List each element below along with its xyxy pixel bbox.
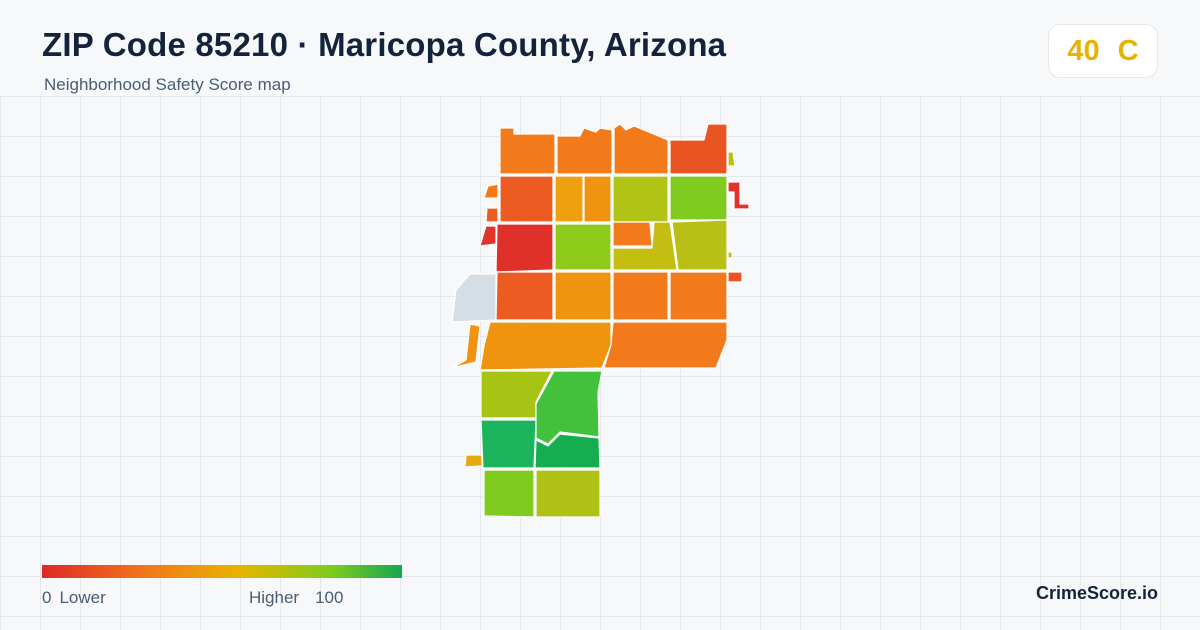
map-region[interactable]	[612, 175, 669, 223]
map-region[interactable]	[464, 454, 483, 468]
safety-score-badge: 40 C	[1048, 24, 1158, 78]
map-region[interactable]	[727, 151, 736, 167]
map-region[interactable]	[534, 433, 601, 469]
legend-min-text: Lower	[59, 588, 106, 607]
map-region[interactable]	[669, 175, 728, 221]
map-region[interactable]	[727, 181, 750, 210]
map-region[interactable]	[495, 223, 554, 273]
map-region[interactable]	[479, 225, 497, 247]
map-region[interactable]	[671, 219, 728, 271]
map-region[interactable]	[669, 271, 728, 321]
brand-logo-text[interactable]: CrimeScore.io	[1036, 583, 1159, 603]
map-region[interactable]	[727, 251, 733, 259]
legend-gradient-bar	[42, 565, 402, 578]
map-region[interactable]	[483, 469, 535, 518]
map-region[interactable]	[556, 127, 613, 175]
map-region[interactable]	[483, 183, 499, 199]
score-grade: C	[1117, 34, 1139, 67]
header-bar: ZIP Code 85210 · Maricopa County, Arizon…	[0, 0, 1200, 96]
map-region[interactable]	[499, 127, 556, 175]
map-region[interactable]	[499, 175, 554, 223]
map-region[interactable]	[479, 321, 612, 371]
map-region[interactable]	[554, 175, 584, 223]
map-region[interactable]	[612, 271, 669, 321]
score-value: 40	[1067, 34, 1100, 67]
map-region[interactable]	[603, 321, 728, 369]
legend-min-value: 0	[42, 588, 52, 607]
map-region[interactable]	[612, 221, 678, 271]
page-title: ZIP Code 85210 · Maricopa County, Arizon…	[42, 26, 727, 63]
map-region[interactable]	[554, 223, 612, 271]
legend-max-text: Higher	[249, 588, 300, 607]
map-region[interactable]	[535, 370, 603, 445]
map-region[interactable]	[451, 323, 481, 369]
map-region[interactable]	[554, 271, 612, 321]
map-region[interactable]	[613, 123, 669, 175]
map-region-no-data[interactable]	[451, 273, 497, 323]
legend-high-label: Higher 100	[249, 588, 343, 608]
map-region[interactable]	[485, 207, 499, 223]
map-region[interactable]	[612, 221, 653, 247]
map-region[interactable]	[535, 469, 601, 518]
map-region[interactable]	[669, 123, 728, 175]
page-subtitle: Neighborhood Safety Score map	[44, 75, 291, 94]
legend-low-label: 0 Lower	[42, 588, 114, 608]
map-region[interactable]	[583, 175, 612, 223]
map-region[interactable]	[495, 271, 554, 321]
map-region[interactable]	[480, 419, 537, 469]
map-region[interactable]	[727, 271, 743, 283]
legend-max-value: 100	[315, 588, 344, 607]
